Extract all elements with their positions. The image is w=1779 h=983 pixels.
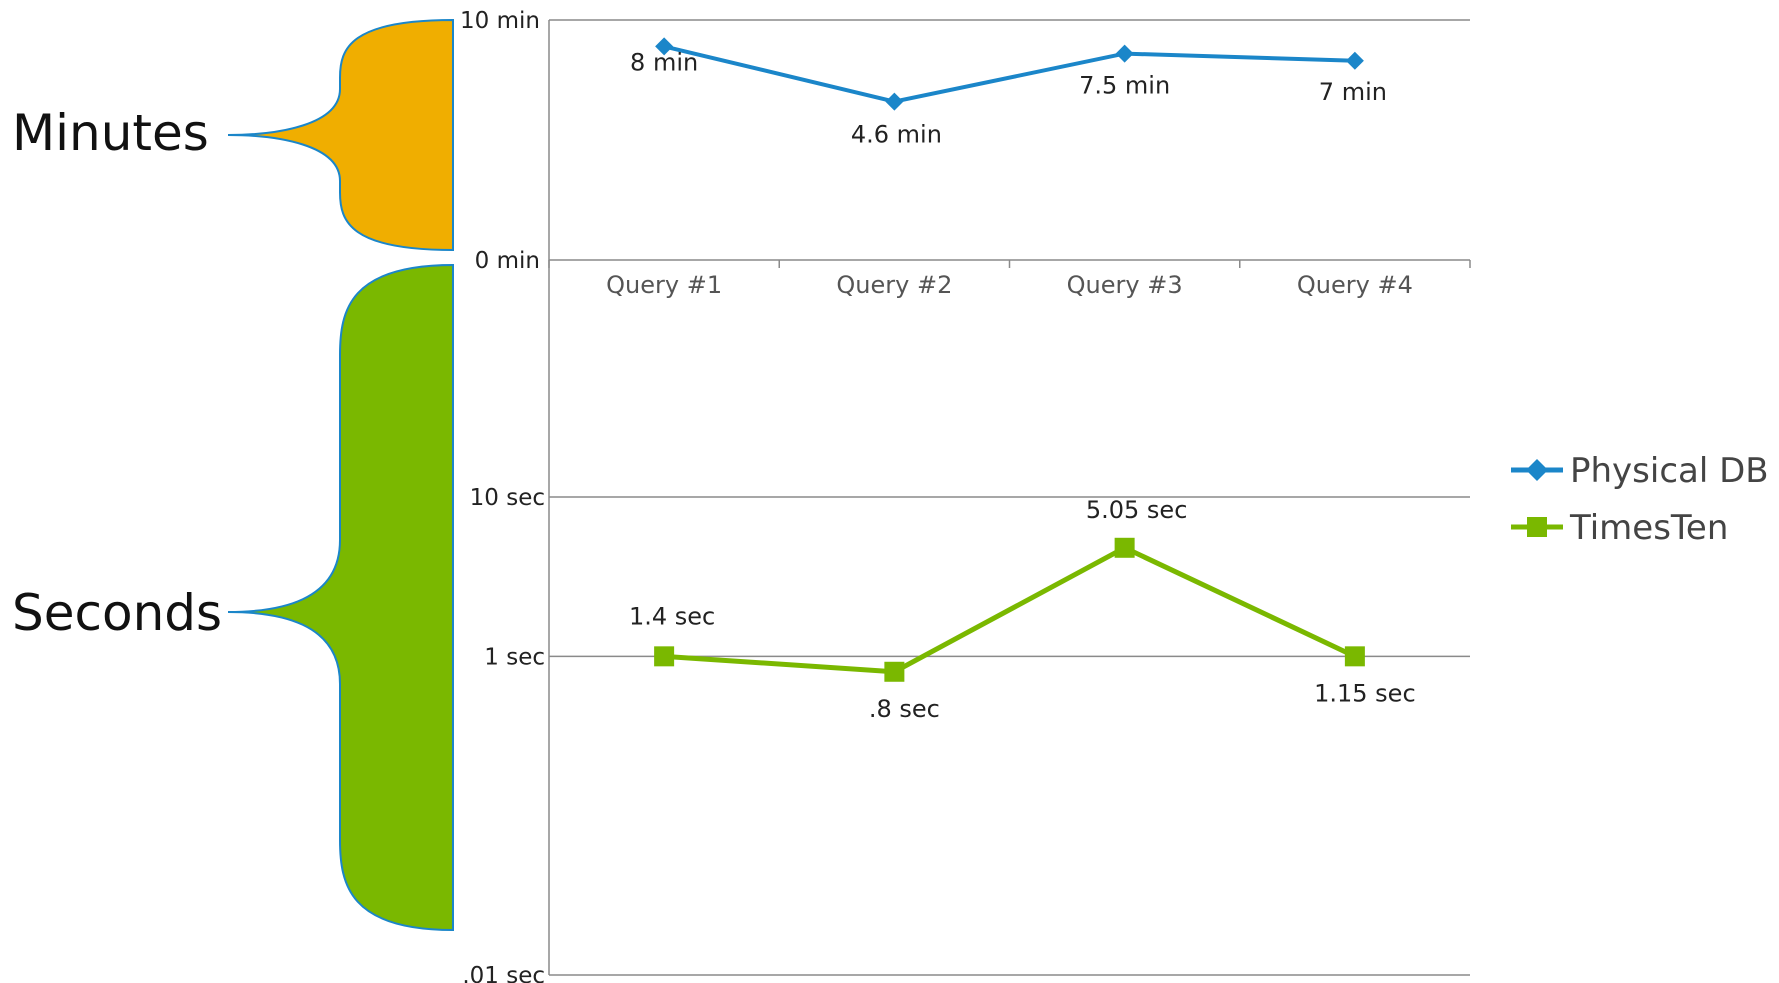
- point-timesten-2: [1114, 537, 1135, 558]
- data-label-timesten-2: 5.05 sec: [1086, 496, 1188, 524]
- data-label-timesten-1: .8 sec: [869, 695, 940, 723]
- data-label-physical-db-3: 7 min: [1319, 78, 1387, 106]
- series-line-physical-db: [663, 44, 1355, 104]
- legend: Physical DB TimesTen: [1511, 451, 1769, 548]
- legend-label-0: Physical DB: [1570, 451, 1769, 491]
- y-tick-minutes-1: 10 min: [460, 8, 540, 34]
- data-label-timesten-3: 1.15 sec: [1314, 679, 1416, 707]
- category-label-3: Query #4: [1297, 271, 1413, 299]
- data-label-physical-db-0: 8 min: [630, 48, 698, 76]
- point-timesten-1: [884, 661, 905, 682]
- brace-label-seconds: Seconds: [12, 584, 222, 642]
- category-label-2: Query #3: [1067, 271, 1183, 299]
- point-physical-db-0: [655, 37, 674, 56]
- y-tick-seconds-1: 1 sec: [484, 644, 545, 670]
- grid: [549, 19, 1470, 976]
- brace-label-minutes: Minutes: [12, 104, 209, 162]
- braces: Minutes Seconds: [12, 18, 454, 932]
- axes: 0 min 10 min Query #1 Query #2 Query #3 Query…: [460, 8, 1471, 983]
- data-label-timesten-0: 1.4 sec: [629, 602, 715, 630]
- point-timesten-3: [1344, 646, 1365, 667]
- legend-marker-0: [1526, 459, 1548, 481]
- y-tick-seconds-2: 10 sec: [470, 485, 545, 511]
- series: 8 min 4.6 min 7.5 min 7 min 1.4 sec .8 sec 5.0…: [629, 37, 1416, 723]
- y-tick-minutes-0: 0 min: [475, 248, 540, 274]
- brace-seconds: [227, 263, 454, 932]
- point-physical-db-3: [1345, 51, 1364, 70]
- legend-label-1: TimesTen: [1569, 508, 1728, 548]
- data-label-physical-db-1: 4.6 min: [851, 121, 942, 149]
- point-physical-db-2: [1115, 44, 1134, 63]
- category-label-1: Query #2: [836, 271, 952, 299]
- category-label-0: Query #1: [606, 271, 722, 299]
- point-timesten-0: [654, 646, 675, 667]
- y-tick-seconds-0: .01 sec: [462, 963, 545, 983]
- series-line-timesten: [663, 544, 1356, 675]
- point-physical-db-1: [885, 92, 904, 111]
- brace-minutes: [227, 18, 454, 252]
- legend-marker-1: [1527, 517, 1547, 537]
- data-label-physical-db-2: 7.5 min: [1079, 72, 1170, 100]
